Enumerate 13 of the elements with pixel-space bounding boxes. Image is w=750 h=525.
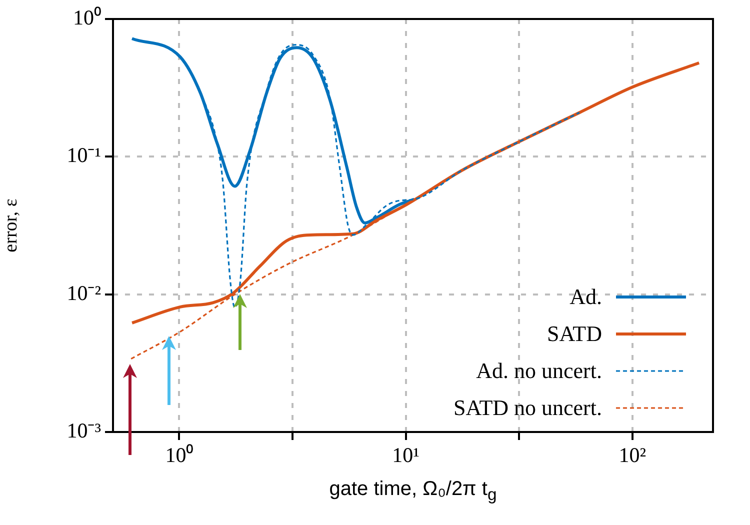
y-tick-label: 10⁻² — [66, 280, 101, 305]
y-tick-label: 10⁻³ — [66, 418, 101, 443]
legend-label: SATD — [546, 320, 602, 346]
x-axis-title: gate time, Ω₀/2π t$_{g}$ — [328, 478, 498, 505]
y-tick-label: 10⁻¹ — [66, 143, 101, 168]
y-tick-label: 10⁰ — [73, 6, 101, 30]
legend-label: Ad. — [570, 284, 602, 310]
legend-label: SATD no uncert. — [454, 394, 602, 420]
x-tick-label: 10¹ — [392, 443, 420, 468]
y-axis-title: error, ε — [0, 198, 22, 252]
x-tick-label: 10⁰ — [165, 443, 194, 468]
x-tick-label: 10² — [618, 443, 646, 468]
legend-label: Ad. no uncert. — [476, 358, 602, 384]
